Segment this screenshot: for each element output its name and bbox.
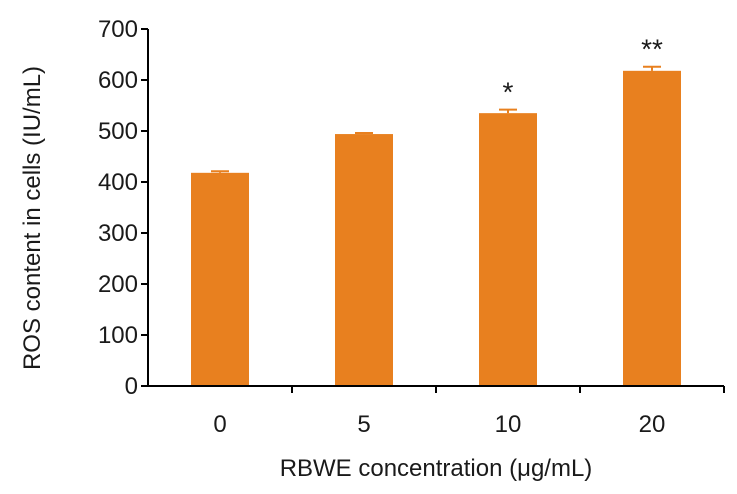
y-tick-label-500: 500 xyxy=(98,118,138,145)
x-axis-title: RBWE concentration (μg/mL) xyxy=(280,455,593,482)
y-tick-label-600: 600 xyxy=(98,67,138,94)
y-tick-label-0: 0 xyxy=(125,373,138,400)
y-tick-label-300: 300 xyxy=(98,220,138,247)
y-ticks-group: 0 100 200 300 400 500 600 700 xyxy=(98,16,148,400)
x-tick-label-5: 5 xyxy=(357,411,370,438)
error-bars-group xyxy=(211,65,661,173)
y-tick-label-400: 400 xyxy=(98,169,138,196)
bar-20 xyxy=(623,70,681,386)
y-tick-label-700: 700 xyxy=(98,16,138,43)
significance-mark-20: ** xyxy=(641,34,663,65)
bars-group xyxy=(191,70,681,387)
significance-mark-10: * xyxy=(503,77,514,108)
bar-5 xyxy=(335,134,393,386)
significance-group: *** xyxy=(503,34,663,108)
x-ticks-group: 0 5 10 20 xyxy=(213,386,725,438)
bar-0 xyxy=(191,172,249,386)
x-tick-label-0: 0 xyxy=(213,411,226,438)
x-tick-label-20: 20 xyxy=(639,411,666,438)
bar-10 xyxy=(479,113,537,387)
y-tick-label-100: 100 xyxy=(98,322,138,349)
y-axis-title: ROS content in cells (IU/mL) xyxy=(19,66,46,370)
y-tick-label-200: 200 xyxy=(98,271,138,298)
x-tick-label-10: 10 xyxy=(495,411,522,438)
